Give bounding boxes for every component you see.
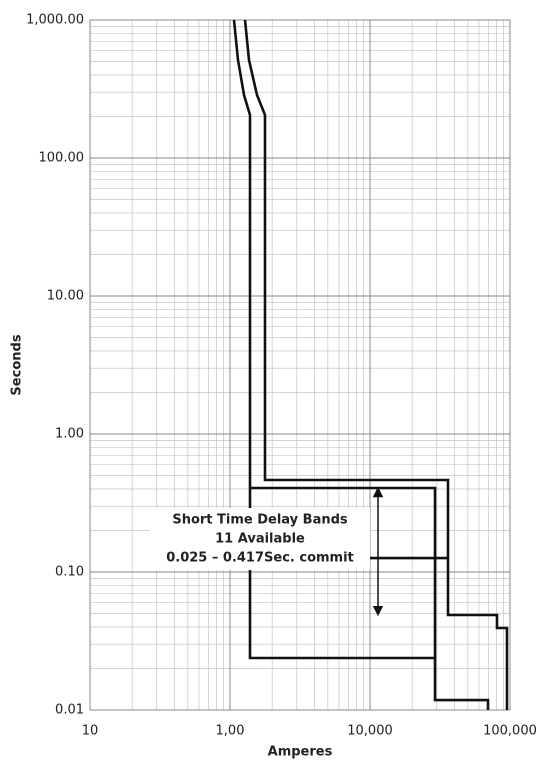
y-tick-label: 100.00 [39,151,85,166]
annotation: 11 Available [215,532,305,547]
annotation: 0.025 – 0.417Sec. commit [166,551,354,566]
x-tick-label: 100,000 [483,724,537,739]
grid [89,19,511,711]
annotation: Short Time Delay Bands [172,513,348,528]
plot-area [89,19,511,711]
y-tick-label: 0.10 [55,565,84,580]
y-axis-label: Seconds [10,334,25,395]
annotation-box [150,508,370,570]
y-tick-label: 0.01 [55,703,84,718]
x-tick-label: 1,00 [216,724,245,739]
y-tick-label: 1.00 [55,427,84,442]
ticks: 10 1,00 10,000 100,000 0.01 0.10 1.00 10.00 100.… [26,13,537,739]
y-tick-label: 1,000.00 [26,13,84,28]
y-tick-label: 10.00 [47,289,84,304]
x-tick-label: 10,000 [347,724,393,739]
x-axis-label: Amperes [268,745,333,760]
x-tick-label: 10 [82,724,99,739]
